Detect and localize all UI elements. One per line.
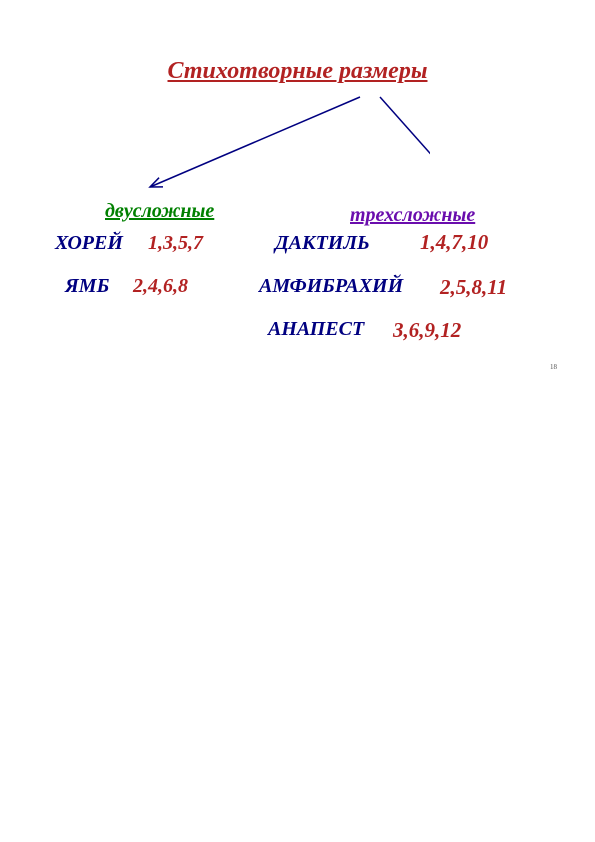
nums-daktil: 1,4,7,10: [420, 230, 488, 255]
label-amfibrakhiy: АМФИБРАХИЙ: [259, 275, 403, 298]
subhead-disyllabic: двусложные: [105, 200, 214, 223]
subhead-trisyllabic: трехсложные: [350, 204, 475, 227]
arrow-left-line: [150, 97, 360, 187]
page-number: 18: [550, 363, 557, 371]
label-anapest: АНАПЕСТ: [268, 318, 364, 341]
arrow-right-line: [380, 97, 430, 187]
nums-yamb: 2,4,6,8: [133, 275, 188, 298]
branch-arrows: [120, 92, 430, 192]
label-daktil: ДАКТИЛЬ: [275, 232, 370, 255]
nums-khorei: 1,3,5,7: [148, 232, 203, 255]
nums-anapest: 3,6,9,12: [393, 318, 461, 343]
label-khorei: ХОРЕЙ: [55, 232, 123, 255]
label-yamb: ЯМБ: [65, 275, 109, 298]
diagram-title: Стихотворные размеры: [168, 58, 428, 85]
nums-amfibrakhiy: 2,5,8,11: [440, 275, 507, 300]
